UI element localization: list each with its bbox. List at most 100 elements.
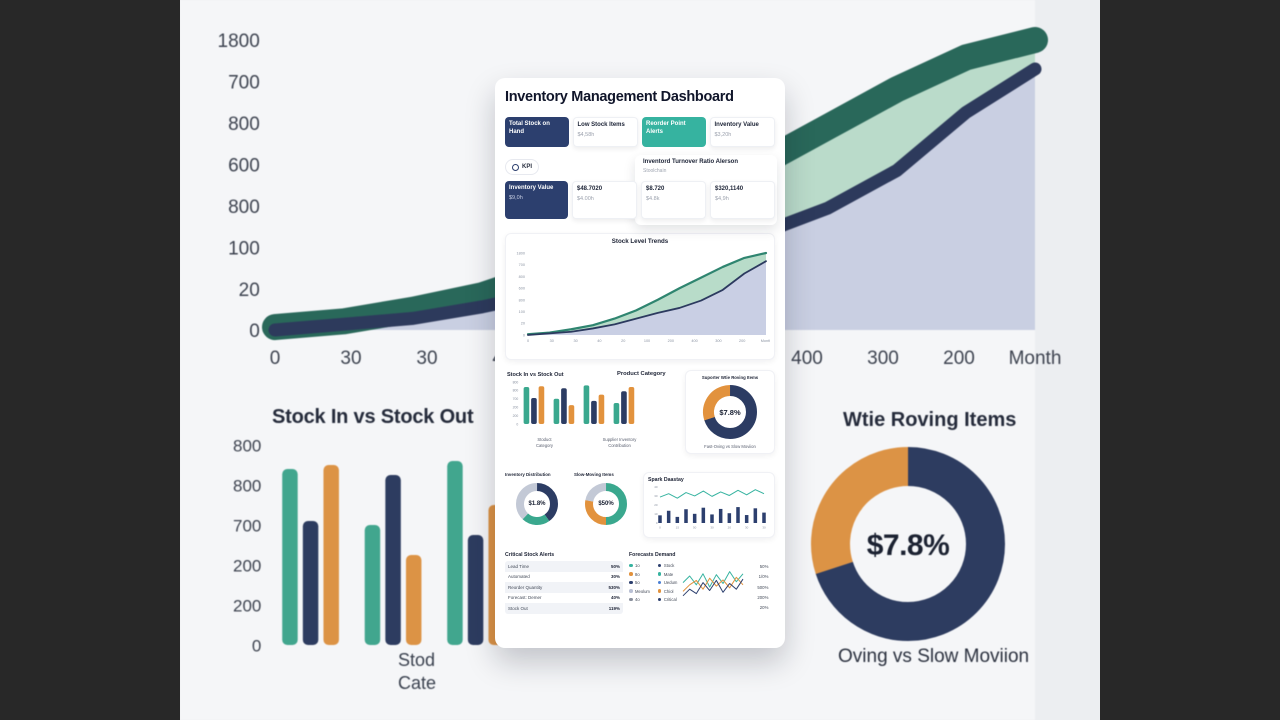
svg-text:30: 30 (745, 525, 749, 529)
kpi-row-1: Total Stock on Hand Low Stock Items $4,5… (505, 117, 775, 147)
svg-text:800: 800 (233, 476, 261, 495)
letterbox-left (0, 0, 180, 720)
kpi-label: Reorder Point Alerts (646, 121, 686, 135)
dashboard-card: Inventory Management Dashboard Total Sto… (495, 78, 785, 648)
legend-item: Uedum (657, 580, 677, 585)
svg-text:30: 30 (550, 339, 554, 343)
legend-dot (629, 572, 633, 576)
svg-text:20: 20 (728, 525, 732, 529)
stage: 1800700800600800100200030304020100200400… (180, 0, 1100, 720)
slow-moving-donut: $50% (582, 480, 630, 528)
caption-product: Stoduct Category (507, 437, 582, 449)
row-label: Reorder Quantity (508, 584, 543, 590)
background-donut-center-value: $7.8% (866, 529, 950, 562)
kpi-value: $4,58h (577, 131, 595, 138)
bar-captions: Stoduct Category Supplier Inventory Cont… (507, 437, 657, 449)
table-row: Forecast: Demer 40% (505, 593, 623, 604)
kpi-label: Inventory Value (509, 185, 554, 191)
row-label: Automated (508, 574, 530, 580)
legend-item: Stock (657, 563, 678, 568)
inventory-distribution-donut: $1.8% (513, 480, 561, 528)
background-donut-title: Wtie Roving Items (843, 409, 1017, 431)
svg-text:800: 800 (228, 197, 260, 218)
stock-in-out-chart: 800 800 700 200 200 0 (513, 380, 635, 426)
axis-label: 200% (757, 594, 769, 600)
slow-moving-block: Slow-Moving Items $50% (574, 472, 638, 528)
kpi-pill[interactable]: KPI (505, 159, 540, 175)
kpi-value: $4.00h (577, 195, 594, 202)
letterbox-right (1100, 0, 1280, 720)
svg-text:700: 700 (519, 263, 525, 267)
caption-supplier: Supplier Inventory Contribution (582, 437, 657, 449)
kpi-value: $3,20h (714, 131, 732, 138)
row-label: Lead Time (508, 563, 530, 569)
background-bar-caption-1: Stod (398, 650, 436, 670)
kpi-label: $320,1140 (715, 186, 744, 192)
kpi-total-stock[interactable]: Total Stock on Hand (505, 117, 569, 147)
kpi-row-2: Inventory Value $9,0h $48.7020 $4.00h $8… (505, 181, 775, 219)
svg-text:Month: Month (1009, 348, 1062, 369)
kpi-reorder-alerts[interactable]: Reorder Point Alerts (642, 117, 706, 147)
svg-text:200: 200 (668, 339, 674, 343)
table-row: Reorder Quantity 530% (505, 582, 623, 593)
kpi-inventory-value[interactable]: Inventory Value $3,20h (709, 117, 775, 147)
background-bar-caption-2: Cate (398, 673, 437, 693)
kpi-value: $4,9h (715, 195, 729, 202)
kpi-inventory-value-2[interactable]: Inventory Value $9,0h (505, 181, 568, 219)
legend-dot (657, 563, 662, 568)
turnover-header: Inventord Turnover Ratio Alerson Stoolch… (643, 159, 775, 174)
legend-item: 8o (629, 572, 650, 577)
svg-text:20: 20 (654, 503, 658, 507)
legend-label: 8o (635, 571, 640, 577)
svg-text:1800: 1800 (517, 251, 525, 255)
forecast-axis-labels: 50% 1/0% 500% 200% 20% (751, 561, 768, 613)
svg-text:50: 50 (693, 525, 697, 529)
legend-item: 1o (629, 563, 650, 568)
critical-alerts-block: Critical Stock Alerts Lead Time 50% Auto… (505, 552, 623, 614)
caption-line: Contribution (608, 442, 631, 448)
table-row: Lead Time 50% (505, 561, 623, 572)
slow-moving-chart (585, 483, 627, 525)
kpi-8720[interactable]: $8.720 $4.8k (641, 181, 706, 219)
legend-dot (629, 580, 633, 585)
row-label: Stock Out (508, 605, 528, 611)
kpi-label: $48.7020 (577, 186, 603, 192)
axis-label: 500% (757, 584, 769, 590)
bottom-row: Critical Stock Alerts Lead Time 50% Auto… (505, 552, 775, 614)
kpi-low-stock[interactable]: Low Stock Items $4,58h (572, 117, 638, 147)
stock-in-out-title: Stock In vs Stock Out (507, 372, 564, 378)
legend-dot (657, 580, 662, 585)
svg-text:200: 200 (513, 414, 519, 418)
forecast-block: Forecasts Demand 1o Stock 8o Mate 5o Ued… (629, 552, 775, 614)
kpi-487020[interactable]: $48.7020 $4.00h (572, 181, 637, 219)
supplier-donut-panel: Suporter Wtie Roving Items $7.8% Fast-Ov… (685, 370, 775, 454)
inventory-distribution-value: $1.8% (528, 501, 546, 507)
axis-label: 1/0% (758, 574, 769, 580)
svg-text:0: 0 (527, 339, 529, 343)
svg-text:0: 0 (659, 525, 661, 529)
svg-text:20: 20 (621, 339, 625, 343)
forecast-body: 1o Stock 8o Mate 5o Uedum Meolum Chiol 4… (629, 561, 775, 613)
legend-item: 5o (629, 580, 650, 585)
svg-text:800: 800 (519, 275, 525, 279)
svg-text:30: 30 (340, 348, 361, 369)
legend-label: Stock (663, 563, 675, 568)
kpi-3201140[interactable]: $320,1140 $4,9h (710, 181, 775, 219)
spark-panel: Spark Daastay 40 30 20 10 0 0 15 50 30 20 30 30 (643, 472, 775, 538)
legend-dot (629, 563, 633, 568)
kpi-radio-icon (512, 163, 519, 171)
svg-text:300: 300 (715, 339, 721, 343)
svg-text:700: 700 (228, 73, 260, 94)
inventory-distribution-block: Inventory Distribution $1.8% (505, 472, 569, 528)
legend-label: 5o (635, 580, 640, 585)
svg-text:0: 0 (270, 348, 281, 369)
svg-text:Month: Month (761, 339, 770, 343)
caption-line: Category (536, 442, 553, 448)
legend-label: 4o (635, 597, 640, 602)
row-value: 30% (610, 574, 620, 580)
legend-item: Critical (657, 597, 678, 602)
forecast-chart (683, 571, 744, 597)
inventory-distribution-title: Inventory Distribution (505, 472, 551, 477)
